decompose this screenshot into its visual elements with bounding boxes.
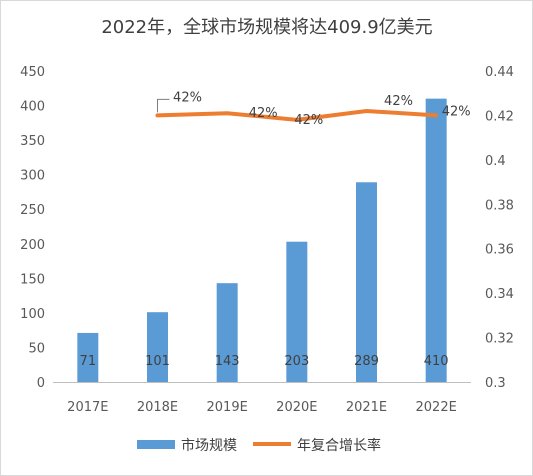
y-left-tick-label: 300: [20, 169, 45, 184]
y-right-tick-label: 0.34: [485, 287, 514, 302]
x-tick-label: 2020E: [276, 400, 317, 415]
x-tick-label: 2017E: [67, 400, 108, 415]
bar: [77, 332, 99, 382]
y-left-tick-label: 150: [20, 272, 45, 287]
label-leader-line: [157, 98, 170, 113]
bar-data-label: 289: [354, 354, 379, 369]
x-axis-labels: 2017E 2018E 2019E 2020E 2021E 2022E: [67, 400, 457, 415]
chart-title: 2022年，全球市场规模将达409.9亿美元: [101, 17, 432, 38]
bar-data-label: 101: [145, 354, 170, 369]
y-right-tick-label: 0.32: [485, 332, 514, 347]
left-axis: 0 50 100 150 200 250 300 350 400 450: [20, 65, 45, 391]
line-data-label: 42%: [442, 104, 471, 119]
line-data-label: 42%: [384, 94, 413, 109]
x-tick-label: 2018E: [137, 400, 178, 415]
x-tick-label: 2022E: [416, 400, 457, 415]
growth-rate-line: [155, 108, 439, 122]
legend-swatch-bar: [137, 440, 175, 449]
bar-data-label: 143: [215, 354, 240, 369]
bar: [425, 98, 447, 383]
bar: [147, 312, 168, 382]
right-axis: 0.3 0.32 0.34 0.36 0.38 0.4 0.42 0.44: [485, 65, 514, 391]
line-data-label: 42%: [249, 106, 278, 121]
bar-data-label: 203: [284, 354, 309, 369]
legend-label-line: 年复合增长率: [297, 437, 381, 454]
y-right-tick-label: 0.42: [485, 109, 514, 124]
y-right-tick-label: 0.3: [485, 376, 506, 391]
y-left-tick-label: 0: [37, 376, 45, 391]
y-left-tick-label: 100: [20, 307, 45, 322]
bar: [216, 283, 238, 382]
y-left-tick-label: 200: [20, 238, 45, 253]
y-right-tick-label: 0.4: [485, 154, 506, 169]
y-left-tick-label: 350: [20, 134, 45, 149]
y-right-tick-label: 0.36: [485, 243, 514, 258]
bar-data-label: 410: [424, 354, 449, 369]
y-left-tick-label: 400: [20, 100, 45, 115]
bar: [356, 182, 377, 382]
bar: [286, 241, 308, 382]
y-left-tick-label: 450: [20, 65, 45, 80]
line-data-label: 42%: [294, 113, 323, 128]
x-tick-label: 2019E: [207, 400, 248, 415]
y-left-tick-label: 50: [28, 341, 45, 356]
line-series: 42% 42% 42% 42% 42%: [155, 90, 471, 128]
y-right-tick-label: 0.38: [485, 198, 514, 213]
x-tick-label: 2021E: [346, 400, 387, 415]
y-right-tick-label: 0.44: [485, 65, 514, 80]
line-data-label: 42%: [173, 90, 202, 105]
bar-data-label: 71: [80, 354, 97, 369]
bar-series: 71 101 143 203 289 410: [77, 98, 449, 383]
y-left-tick-label: 250: [20, 203, 45, 218]
legend: 市场规模 年复合增长率: [137, 437, 381, 454]
legend-label-bar: 市场规模: [181, 437, 237, 454]
